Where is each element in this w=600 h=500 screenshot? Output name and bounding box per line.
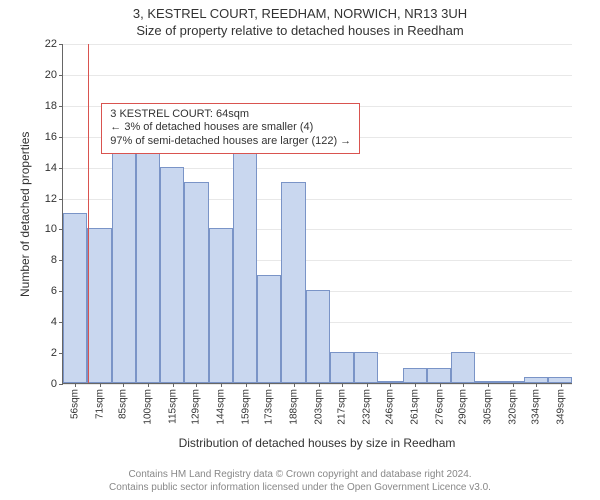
x-tick-mark <box>488 383 489 387</box>
x-tick-mark <box>148 383 149 387</box>
property-marker-line <box>88 44 89 383</box>
gridline <box>63 75 572 76</box>
x-tick-label: 261sqm <box>410 389 421 425</box>
x-tick-label: 246sqm <box>385 389 396 425</box>
x-tick-label: 276sqm <box>435 389 446 425</box>
y-tick-label: 16 <box>45 131 63 143</box>
y-tick-label: 20 <box>45 69 63 81</box>
x-tick-label: 159sqm <box>240 389 251 425</box>
histogram-bar <box>257 275 281 383</box>
histogram-bar <box>330 352 354 383</box>
footer-line-1: Contains HM Land Registry data © Crown c… <box>0 468 600 481</box>
histogram-plot: 024681012141618202256sqm71sqm85sqm100sqm… <box>62 44 572 384</box>
x-tick-mark <box>319 383 320 387</box>
y-tick-label: 10 <box>45 223 63 235</box>
title-line-2: Size of property relative to detached ho… <box>0 21 600 38</box>
x-tick-label: 85sqm <box>117 389 128 419</box>
x-tick-mark <box>75 383 76 387</box>
x-tick-mark <box>536 383 537 387</box>
histogram-bar <box>427 368 451 383</box>
title-line-1: 3, KESTREL COURT, REEDHAM, NORWICH, NR13… <box>0 0 600 21</box>
x-tick-mark <box>440 383 441 387</box>
x-tick-mark <box>173 383 174 387</box>
x-tick-label: 232sqm <box>362 389 373 425</box>
x-tick-label: 56sqm <box>69 389 80 419</box>
y-axis-label: Number of detached properties <box>18 131 32 296</box>
x-tick-label: 129sqm <box>190 389 201 425</box>
histogram-bar <box>500 381 524 383</box>
y-tick-label: 0 <box>51 378 63 390</box>
histogram-bar <box>209 228 233 383</box>
gridline <box>63 384 572 385</box>
annotation-line: 3 KESTREL COURT: 64sqm <box>110 108 351 122</box>
histogram-bar <box>306 290 330 383</box>
x-tick-mark <box>123 383 124 387</box>
histogram-bar <box>548 377 572 383</box>
x-tick-label: 100sqm <box>142 389 153 425</box>
annotation-line: ← 3% of detached houses are smaller (4) <box>110 121 351 135</box>
x-tick-mark <box>342 383 343 387</box>
x-tick-label: 188sqm <box>288 389 299 425</box>
y-tick-label: 14 <box>45 162 63 174</box>
x-tick-mark <box>415 383 416 387</box>
x-tick-mark <box>196 383 197 387</box>
x-tick-label: 173sqm <box>263 389 274 425</box>
footer-line-2: Contains public sector information licen… <box>0 481 600 494</box>
x-tick-mark <box>269 383 270 387</box>
y-tick-label: 18 <box>45 100 63 112</box>
x-tick-mark <box>294 383 295 387</box>
x-tick-label: 334sqm <box>531 389 542 425</box>
x-tick-label: 320sqm <box>508 389 519 425</box>
annotation-line: 97% of semi-detached houses are larger (… <box>110 135 351 149</box>
x-tick-mark <box>367 383 368 387</box>
histogram-bar <box>87 228 111 383</box>
x-tick-label: 349sqm <box>556 389 567 425</box>
histogram-bar <box>354 352 378 383</box>
annotation-box: 3 KESTREL COURT: 64sqm← 3% of detached h… <box>101 103 360 154</box>
histogram-bar <box>160 167 184 383</box>
x-tick-mark <box>100 383 101 387</box>
x-tick-label: 144sqm <box>215 389 226 425</box>
y-tick-label: 6 <box>51 285 63 297</box>
x-tick-label: 71sqm <box>94 389 105 419</box>
histogram-bar <box>233 136 257 383</box>
x-axis-label: Distribution of detached houses by size … <box>62 436 572 450</box>
gridline <box>63 44 572 45</box>
x-tick-label: 217sqm <box>337 389 348 425</box>
x-tick-label: 290sqm <box>458 389 469 425</box>
x-tick-mark <box>561 383 562 387</box>
x-tick-mark <box>513 383 514 387</box>
y-tick-label: 22 <box>45 38 63 50</box>
histogram-bar <box>63 213 87 383</box>
x-tick-label: 115sqm <box>167 389 178 424</box>
histogram-bar <box>184 182 208 383</box>
y-tick-label: 2 <box>51 347 63 359</box>
plot-area: 024681012141618202256sqm71sqm85sqm100sqm… <box>62 44 572 384</box>
y-tick-label: 12 <box>45 193 63 205</box>
x-tick-mark <box>463 383 464 387</box>
histogram-bar <box>281 182 305 383</box>
y-tick-label: 4 <box>51 316 63 328</box>
x-tick-mark <box>221 383 222 387</box>
x-tick-mark <box>246 383 247 387</box>
x-tick-label: 305sqm <box>483 389 494 425</box>
histogram-bar <box>451 352 475 383</box>
histogram-bar <box>403 368 427 383</box>
x-tick-mark <box>390 383 391 387</box>
x-tick-label: 203sqm <box>313 389 324 425</box>
footer-attribution: Contains HM Land Registry data © Crown c… <box>0 468 600 494</box>
y-tick-label: 8 <box>51 254 63 266</box>
